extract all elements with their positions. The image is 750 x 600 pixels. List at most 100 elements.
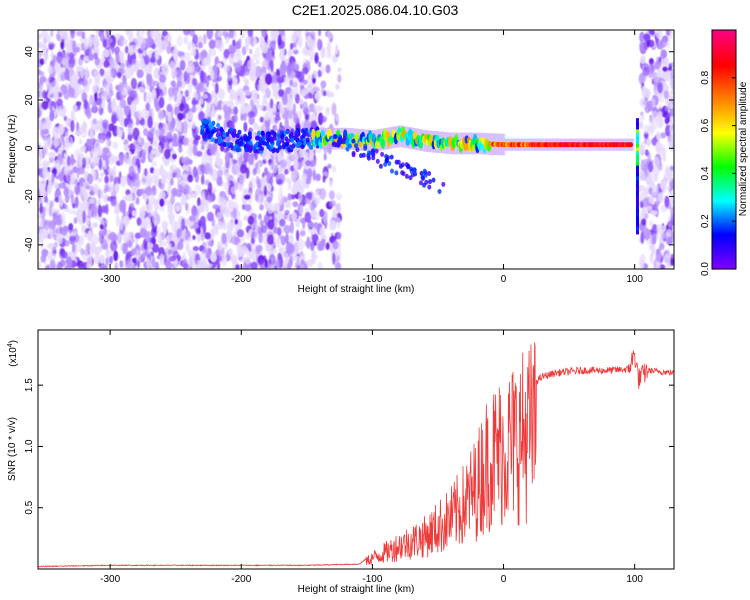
heatmap-cell: [126, 194, 133, 202]
heatmap-cell: [652, 233, 657, 245]
heatmap-cell: [230, 186, 237, 195]
heatmap-cell: [398, 163, 403, 169]
heatmap-cell: [665, 165, 669, 177]
heatmap-cell: [319, 208, 325, 218]
heatmap-cell: [245, 37, 249, 43]
heatmap-cell: [655, 118, 663, 129]
colorbar-segment: [712, 189, 736, 192]
heatmap-cell: [291, 143, 296, 149]
heatmap-cell: [80, 145, 87, 153]
heatmap-cell: [97, 204, 103, 218]
heatmap-cell: [260, 74, 265, 83]
heatmap-cell: [216, 123, 221, 128]
heatmap-cell: [201, 144, 205, 150]
heatmap-cell: [68, 86, 75, 98]
heatmap-cell: [310, 240, 315, 252]
heatmap-cell: [109, 255, 113, 265]
heatmap-cell: [246, 110, 254, 118]
heatmap-cell: [128, 151, 132, 162]
heatmap-cell: [143, 128, 148, 137]
colorbar-segment: [712, 31, 736, 35]
heatmap-cell: [236, 242, 242, 254]
heatmap-cell: [144, 64, 149, 75]
heatmap-cell: [404, 173, 409, 179]
heatmap-cell: [195, 209, 200, 217]
colorbar-segment: [712, 57, 736, 61]
heatmap-cell: [148, 194, 156, 206]
heatmap-cell: [406, 164, 411, 170]
heatmap-cell: [107, 56, 115, 70]
colorbar-segment: [712, 261, 736, 264]
heatmap-cell: [224, 152, 230, 163]
heatmap-cell: [92, 170, 97, 182]
heatmap-cell: [247, 215, 255, 225]
heatmap-cell: [95, 146, 103, 152]
heatmap-cell: [86, 173, 94, 185]
heatmap-cell: [233, 106, 239, 116]
heatmap-cell: [70, 119, 75, 133]
heatmap-cell: [151, 174, 158, 185]
heatmap-cell: [177, 241, 184, 251]
heatmap-cell: [169, 60, 176, 70]
heatmap-cell: [122, 39, 128, 46]
heatmap-cell: [295, 218, 301, 228]
heatmap-cell: [270, 172, 275, 178]
heatmap-cell: [200, 61, 206, 71]
heatmap-cell: [142, 50, 147, 57]
heatmap-cell: [648, 30, 654, 35]
heatmap-cell: [422, 168, 427, 174]
colorbar-segment: [712, 169, 736, 173]
colorbar-segment: [712, 257, 736, 260]
spectrogram-frame: [37, 29, 675, 270]
heatmap-cell: [49, 227, 54, 240]
heatmap-cell: [163, 159, 170, 166]
heatmap-cell: [208, 195, 213, 204]
heatmap-cell: [92, 35, 99, 47]
heatmap-cell: [255, 59, 260, 65]
heatmap-cell: [162, 135, 169, 143]
heatmap-cell: [165, 259, 172, 269]
heatmap-cell: [384, 154, 389, 159]
heatmap-cell: [99, 87, 104, 95]
heatmap-cell: [187, 174, 194, 183]
heatmap-cell: [141, 177, 147, 184]
heatmap-cell: [63, 89, 70, 100]
heatmap-cell: [159, 206, 165, 212]
heatmap-cell: [303, 175, 307, 187]
heatmap-cell: [84, 66, 89, 80]
heatmap-cell: [173, 50, 178, 62]
heatmap-cell: [427, 171, 432, 176]
heatmap-cell: [251, 89, 258, 102]
heatmap-cell: [158, 190, 166, 200]
heatmap-cell: [103, 164, 108, 170]
heatmap-cell: [69, 176, 74, 187]
heatmap-cell: [83, 99, 88, 110]
heatmap-cell: [145, 92, 152, 105]
heatmap-cell: [67, 63, 74, 69]
colorbar-segment: [712, 217, 736, 220]
heatmap-cell: [648, 187, 653, 195]
colorbar-segment: [712, 193, 736, 196]
heatmap-cell: [345, 146, 350, 152]
heatmap-cell: [221, 30, 229, 37]
heatmap-cell: [255, 175, 259, 185]
heatmap-cell: [200, 124, 205, 130]
heatmap-cell: [243, 121, 248, 133]
heatmap-cell: [642, 189, 648, 199]
colorbar-segment: [712, 39, 736, 43]
heatmap-cell: [159, 198, 165, 207]
heatmap-cell: [118, 50, 125, 63]
heatmap-cell: [91, 243, 96, 254]
heatmap-cell: [47, 66, 54, 75]
colorbar-segment: [712, 77, 736, 81]
heatmap-cell: [314, 196, 321, 205]
heatmap-cell: [103, 90, 111, 100]
heatmap-cell: [239, 140, 244, 146]
heatmap-cell: [208, 49, 213, 59]
heatmap-cell: [641, 218, 647, 226]
heatmap-cell: [160, 178, 168, 184]
heatmap-cell: [108, 151, 112, 159]
heatmap-cell: [636, 150, 639, 155]
colorbar-segment: [712, 73, 736, 77]
heatmap-cell: [317, 105, 324, 112]
